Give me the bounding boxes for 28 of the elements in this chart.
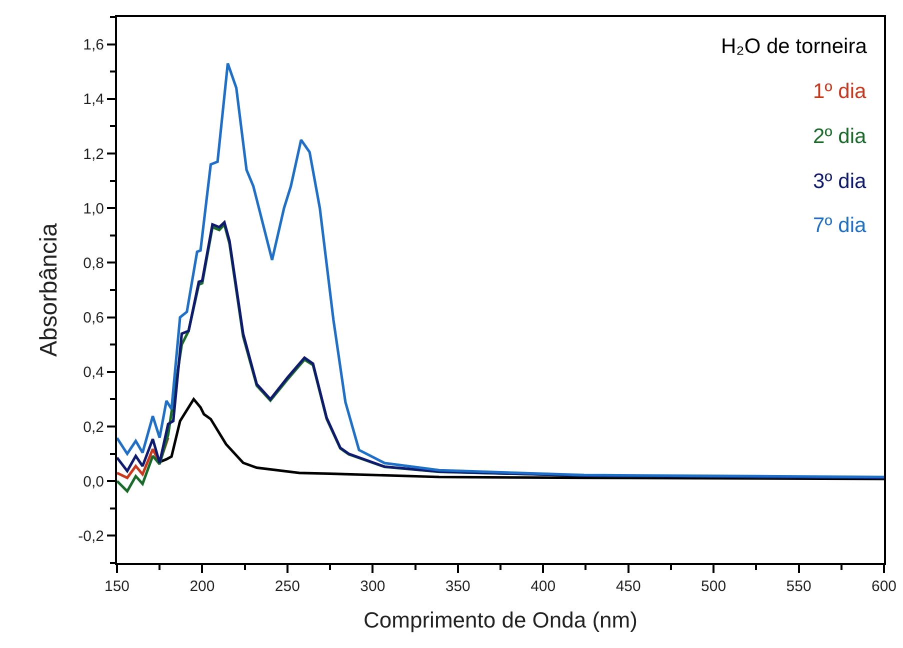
x-axis-title: Comprimento de Onda (nm) [364,607,638,632]
y-tick-label: 0,2 [83,418,104,436]
x-tick-label: 300 [360,578,386,595]
text: 2º dia [813,125,867,148]
y-tick-label: 0,6 [83,310,104,327]
y-tick-label: 1,0 [83,200,104,218]
x-tick-label: 600 [871,578,897,595]
y-tick-label: 0,0 [83,473,104,490]
y-tick-label: 0,4 [83,364,104,382]
text: 7º dia [813,214,867,237]
x-tick-label: 500 [701,578,726,595]
x-tick-label: 400 [530,578,556,595]
x-tick-label: 200 [190,578,215,595]
line-series [117,62,884,478]
y-tick-label: 1,6 [83,36,104,54]
x-tick-label: 550 [786,578,812,595]
y-tick-label: 1,2 [83,146,104,163]
y-axis-title: Absorbância [36,222,63,357]
x-tick-label: 250 [274,578,300,595]
text: H₂O de torneira [721,35,868,58]
y-tick-label: -0,2 [78,528,104,545]
y-tick-label: 0,8 [83,254,104,272]
text: 1º dia [813,80,867,103]
x-tick-label: 150 [104,578,130,595]
x-tick-label: 350 [445,578,470,595]
text: 3º dia [813,170,867,193]
y-tick-label: 1,4 [83,91,104,108]
x-tick-label: 450 [616,578,641,595]
